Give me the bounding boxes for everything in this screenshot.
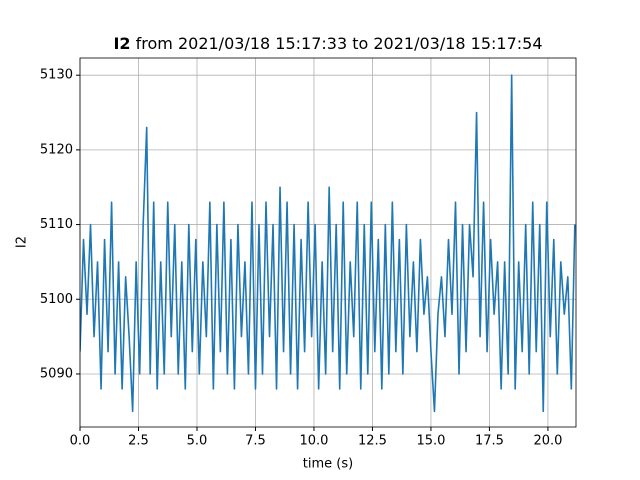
data-line xyxy=(80,74,576,413)
x-tick-label: 0.0 xyxy=(70,434,91,449)
x-tick-label: 12.5 xyxy=(358,434,387,449)
x-tick-label: 10.0 xyxy=(299,434,328,449)
y-tick-label: 5100 xyxy=(40,292,73,307)
x-tick-label: 2.5 xyxy=(128,434,149,449)
y-tick-label: 5130 xyxy=(40,68,73,83)
x-tick-label: 5.0 xyxy=(187,434,208,449)
x-axis-label: time (s) xyxy=(303,457,353,472)
y-axis-label: I2 xyxy=(15,236,30,248)
title-text: from 2021/03/18 15:17:33 to 2021/03/18 1… xyxy=(136,34,543,53)
x-tick-label: 15.0 xyxy=(416,434,445,449)
x-tick-label: 7.5 xyxy=(245,434,266,449)
x-tick-label: 17.5 xyxy=(475,434,504,449)
chart-title: I2 from 2021/03/18 15:17:33 to 2021/03/1… xyxy=(113,34,542,53)
title-variable: I2 xyxy=(113,34,130,53)
x-tick-label: 20.0 xyxy=(533,434,562,449)
y-tick-label: 5110 xyxy=(40,217,73,232)
plot-frame xyxy=(79,57,577,428)
y-tick-label: 5090 xyxy=(40,366,73,381)
y-tick-label: 5120 xyxy=(40,142,73,157)
